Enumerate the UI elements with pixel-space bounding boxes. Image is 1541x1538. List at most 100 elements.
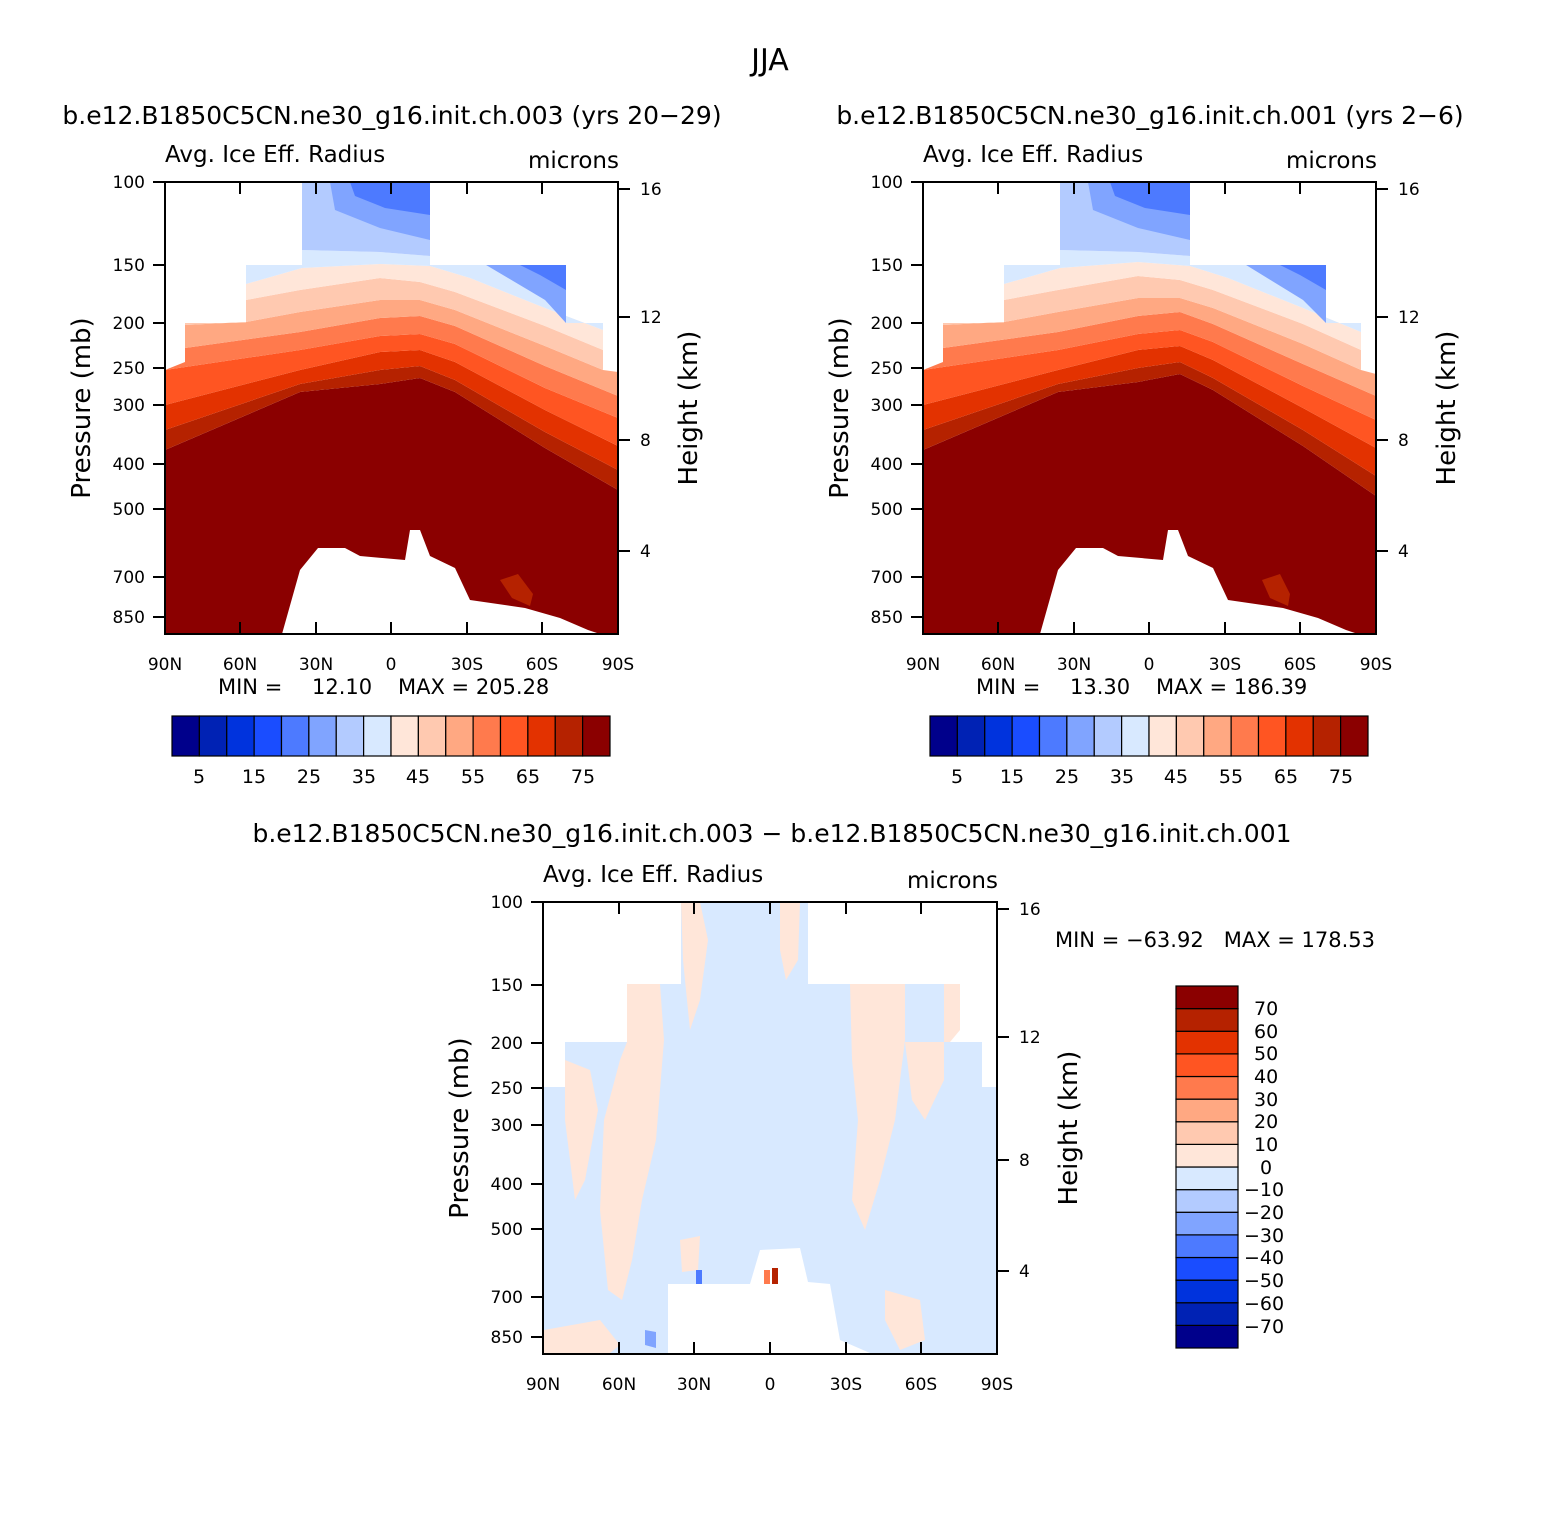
panel-3-y2tick-12: 12: [1019, 1028, 1041, 1048]
panel-3: b.e12.B1850C5CN.ne30_g16.init.ch.003 − b…: [252, 819, 1375, 1395]
panel-3-colorbar-swatch: [1175, 985, 1239, 1010]
panel-1-cb-label-25: 25: [297, 766, 321, 788]
panel-3-field-positive-7: [885, 1290, 925, 1350]
panel-1-ylabel: Pressure (mb): [67, 317, 97, 498]
panel-3-ytick-500: 500: [491, 1220, 523, 1240]
panel-1-colorbar-swatch: [335, 715, 365, 757]
panel-3-ytick-700: 700: [491, 1288, 523, 1308]
panel-3-colorbar-swatch: [1175, 1030, 1239, 1055]
panel-2-colorbar: [929, 715, 1369, 757]
panel-2-cb-label-15: 15: [1000, 766, 1024, 788]
panel-1-ytick-300: 300: [113, 396, 145, 416]
panel-3-field-positive-5: [850, 984, 905, 1230]
panel-1-ytick-400: 400: [113, 455, 145, 475]
panel-2-x-ticklabels: 90N 60N 30N 0 30S 60S 90S: [906, 655, 1392, 675]
panel-1-y2label: Height (km): [674, 331, 704, 486]
panel-3-plot-area: [542, 901, 998, 1355]
panel-3-field-positive-2: [565, 1060, 598, 1200]
panel-2-colorbar-swatch: [1257, 715, 1287, 757]
panel-1-colorbar-swatch: [308, 715, 337, 757]
panel-3-xtick-30n: 30N: [677, 1375, 711, 1395]
panel-1-colorbar-swatch: [472, 715, 502, 757]
panel-2-y2tick-16: 16: [1398, 180, 1420, 200]
panel-1-field-band-7: [246, 264, 603, 350]
panel-3-cb-label-m60: −60: [1244, 1293, 1284, 1315]
panel-2-field-band-12: [1246, 265, 1326, 323]
panel-3-colorbar-swatch: [1175, 1075, 1239, 1100]
panel-1-ytick-850: 850: [113, 608, 145, 628]
panel-1-colorbar: [171, 715, 611, 757]
panel-2-cb-label-35: 35: [1110, 766, 1134, 788]
panel-3-ytick-100: 100: [491, 893, 523, 913]
panel-2-colorbar-swatch: [929, 715, 958, 757]
panel-2-cb-label-45: 45: [1164, 766, 1188, 788]
panel-2-colorbar-swatch: [1230, 715, 1260, 757]
panel-1-ytick-100: 100: [113, 173, 145, 193]
panel-1-ytick-150: 150: [113, 256, 145, 276]
panel-3-colorbar-swatch: [1175, 1256, 1239, 1281]
panel-3-colorbar-swatch: [1175, 1121, 1239, 1145]
panel-3-cb-label-m40: −40: [1244, 1247, 1284, 1269]
panel-3-title: b.e12.B1850C5CN.ne30_g16.init.ch.003 − b…: [252, 819, 1291, 848]
panel-3-xtick-90n: 90N: [526, 1375, 560, 1395]
panel-3-cb-label-0: 0: [1260, 1157, 1272, 1179]
panel-3-ytick-250: 250: [491, 1079, 523, 1099]
panel-1-y2tick-4: 4: [640, 542, 651, 562]
panel-3-colorbar-swatch: [1175, 1234, 1239, 1259]
panel-2-field-band-2: [923, 346, 1376, 476]
panel-1-cb-label-45: 45: [406, 766, 430, 788]
panel-3-colorbar-labels: 70 60 50 40 30 20 10 0 −10 −20 −30 −40 −…: [1244, 998, 1284, 1338]
panel-1-field-band-14: [500, 574, 533, 606]
panel-2-ticks: [911, 181, 1388, 634]
panel-3-units-label: microns: [907, 868, 998, 894]
panel-2-min-value: 13.30: [1070, 675, 1130, 699]
panel-1-colorbar-swatch: [527, 715, 556, 757]
panel-2-ytick-500: 500: [871, 500, 903, 520]
panel-1-units-label: microns: [528, 148, 619, 174]
panel-1-colorbar-swatch: [253, 715, 283, 757]
panel-1-y2-ticklabels: 16 12 8 4: [640, 180, 662, 562]
panel-3-field-positive-9: [944, 984, 960, 1042]
panel-1-field-band-8: [246, 250, 603, 330]
panel-3-field-positive-4: [780, 902, 800, 980]
panel-3-y2tick-16: 16: [1019, 900, 1041, 920]
panel-1-cb-label-35: 35: [352, 766, 376, 788]
panel-3-field-medium-positive: [764, 1270, 770, 1284]
panel-3-minmax-label: MIN = −63.92 MAX = 178.53: [1055, 928, 1375, 952]
panel-1-x-ticklabels: 90N 60N 30N 0 30S 60S 90S: [148, 655, 634, 675]
panel-1-xtick-0: 0: [386, 655, 397, 675]
panel-2-colorbar-swatch: [984, 715, 1013, 757]
panel-2-colorbar-swatch: [1312, 715, 1342, 757]
panel-3-cb-label-m20: −20: [1244, 1202, 1284, 1224]
panel-1-field-band-11: [350, 182, 430, 215]
panel-2-title: b.e12.B1850C5CN.ne30_g16.init.ch.001 (yr…: [836, 101, 1463, 130]
panel-3-cb-label-50: 50: [1254, 1043, 1278, 1065]
panel-3-cb-label-10: 10: [1254, 1134, 1278, 1156]
panel-3-ytick-150: 150: [491, 976, 523, 996]
panel-2-colorbar-swatch: [1121, 715, 1150, 757]
panel-1-max-label: MAX = 205.28: [398, 675, 549, 699]
panel-1-field-band-13: [520, 265, 566, 290]
panel-1-cb-label-55: 55: [461, 766, 485, 788]
panel-1-field-dark-core: [165, 378, 618, 634]
panel-1-title: b.e12.B1850C5CN.ne30_g16.init.ch.003 (yr…: [62, 101, 721, 130]
panel-1-ticks: [153, 181, 630, 634]
panel-3-ytick-300: 300: [491, 1116, 523, 1136]
panel-1-field-band-12: [486, 265, 566, 323]
panel-1-xtick-90s: 90S: [602, 655, 634, 675]
panel-2-cb-label-5: 5: [951, 766, 963, 788]
panel-1-cb-label-75: 75: [571, 766, 595, 788]
panel-2-xtick-90n: 90N: [906, 655, 940, 675]
panel-1-ytick-700: 700: [113, 568, 145, 588]
panel-3-xtick-0: 0: [765, 1375, 776, 1395]
panel-2-xtick-0: 0: [1144, 655, 1155, 675]
panel-2-cb-label-55: 55: [1219, 766, 1243, 788]
panel-3-ticks: [531, 901, 1009, 1354]
panel-1-y2tick-8: 8: [640, 431, 651, 451]
panel-3-cb-label-40: 40: [1254, 1066, 1278, 1088]
panel-3-xtick-90s: 90S: [981, 1375, 1013, 1395]
panel-1-field-band-4: [165, 316, 618, 418]
panel-2-colorbar-swatch: [956, 715, 986, 757]
panel-2-xtick-60s: 60S: [1284, 655, 1316, 675]
